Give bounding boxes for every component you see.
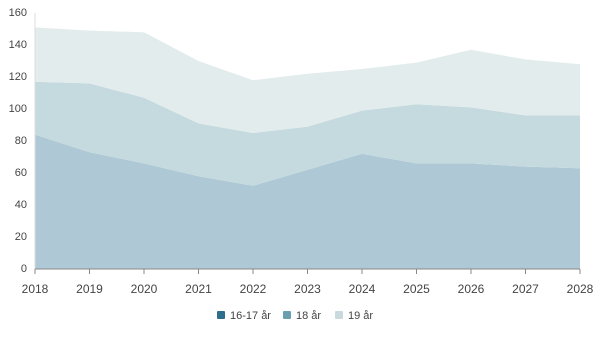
legend-label: 19 år xyxy=(348,310,373,322)
x-tick-label: 2026 xyxy=(458,282,485,296)
x-tick-label: 2028 xyxy=(567,282,594,296)
x-tick-label: 2022 xyxy=(240,282,267,296)
area xyxy=(35,81,580,186)
area xyxy=(35,27,580,133)
x-tick-label: 2020 xyxy=(131,282,158,296)
x-tick-label: 2023 xyxy=(294,282,321,296)
legend-label: 16-17 år xyxy=(230,310,271,322)
legend-marker xyxy=(283,311,291,319)
x-tick-label: 2019 xyxy=(76,282,103,296)
y-tick-label: 140 xyxy=(9,39,27,51)
x-tick-label: 2024 xyxy=(349,282,376,296)
y-tick-label: 40 xyxy=(15,199,27,211)
y-tick-label: 100 xyxy=(9,103,27,115)
area xyxy=(35,134,580,269)
x-tick-label: 2021 xyxy=(185,282,212,296)
x-tick-label: 2018 xyxy=(22,282,49,296)
y-tick-label: 20 xyxy=(15,231,27,243)
legend-label: 18 år xyxy=(296,310,321,322)
y-tick-label: 60 xyxy=(15,167,27,179)
y-tick-label: 80 xyxy=(15,135,27,147)
y-tick-label: 0 xyxy=(21,263,27,275)
y-tick-label: 120 xyxy=(9,71,27,83)
x-tick-label: 2027 xyxy=(512,282,539,296)
legend-marker xyxy=(217,311,225,319)
legend-marker xyxy=(335,311,343,319)
x-tick-label: 2025 xyxy=(403,282,430,296)
y-tick-label: 160 xyxy=(9,7,27,19)
